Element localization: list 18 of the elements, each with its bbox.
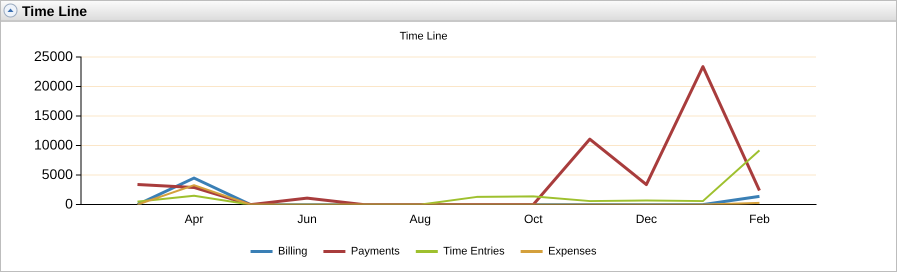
y-tick-label: 5000 [42, 166, 74, 182]
x-tick-label: Dec [636, 212, 658, 226]
x-tick-label: Oct [524, 212, 544, 226]
y-tick-label: 15000 [34, 107, 74, 124]
chart-title: Time Line [400, 30, 448, 43]
legend-label: Expenses [548, 246, 597, 258]
y-tick-label: 0 [65, 195, 74, 212]
y-tick-label: 25000 [34, 48, 74, 64]
y-tick-label: 20000 [34, 78, 74, 94]
x-tick-label: Aug [410, 212, 431, 226]
legend-label: Payments [350, 246, 400, 258]
x-tick-label: Feb [749, 212, 770, 226]
legend-label: Time Entries [443, 246, 506, 258]
x-tick-label: Jun [297, 212, 317, 226]
legend-label: Billing [278, 246, 308, 258]
y-tick-label: 10000 [34, 136, 74, 152]
text: Time Line [22, 2, 88, 18]
x-tick-label: Apr [184, 212, 204, 226]
